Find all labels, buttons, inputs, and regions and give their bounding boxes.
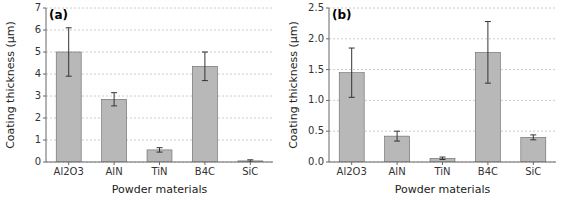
error-bar [349,48,355,97]
y-tick-label: 3 [35,90,41,101]
grid-line [329,38,556,39]
error-bar [530,135,536,140]
panel-label: (b) [332,8,352,22]
y-axis-label: Coating thickness (μm) [4,21,17,149]
panel: 0.0 0.5 1.0 1.5 2.0 2.5 Al2O3 AlN TiN B4C SiC Powde… [283,0,566,198]
x-tick [442,162,443,165]
x-tick-label: Al2O3 [54,166,84,177]
grid-line [46,8,273,9]
panel-label: (a) [49,8,68,22]
bar [102,99,127,162]
x-tick-label: B4C [478,166,498,177]
y-axis-label: Coating thickness (μm) [287,21,300,149]
y-tick-label: 2 [35,112,41,123]
x-axis-label: Powder materials [395,183,491,196]
x-tick [114,162,115,165]
error-bar [157,148,163,152]
x-tick-label: SiC [525,166,541,177]
y-tick-label: 1.0 [308,94,324,105]
error-bar [440,157,446,159]
marks [339,22,546,162]
panel: 0 1 2 3 4 5 6 7 Al2O3 AlN TiN B4C SiC Powder material… [0,0,283,198]
bar [521,137,546,162]
y-tick-label: 0 [35,156,41,167]
y-tick-label: 2.5 [308,2,324,13]
x-tick [397,162,398,165]
error-bar [394,131,400,141]
x-tick-label: SiC [242,166,258,177]
y-axis-line [46,8,47,162]
error-bar [202,52,208,81]
y-tick-label: 1.5 [308,64,324,75]
chart-container: 0 1 2 3 4 5 6 7 Al2O3 AlN TiN B4C SiC Powder material… [0,0,566,198]
x-tick-label: AlN [389,166,406,177]
y-tick-label: 0.0 [308,156,324,167]
y-tick-label: 7 [35,2,41,13]
y-tick-label: 1 [35,134,41,145]
grid-line [329,8,556,9]
x-tick [351,162,352,165]
y-tick-label: 2.0 [308,33,324,44]
x-tick [533,162,534,165]
grid-line [329,69,556,70]
x-tick-label: AlN [106,166,123,177]
error-bar [111,93,117,106]
y-axis-line [329,8,330,162]
x-axis-label: Powder materials [112,183,208,196]
x-tick [487,162,488,165]
marks [56,28,263,162]
error-bar [66,28,72,76]
y-tick-label: 5 [35,46,41,57]
y-tick-label: 0.5 [308,125,324,136]
grid-line [46,30,273,31]
x-tick [250,162,251,165]
x-tick [68,162,69,165]
x-tick [159,162,160,165]
x-tick [204,162,205,165]
x-tick-label: TiN [150,166,167,177]
x-tick-label: B4C [195,166,215,177]
y-tick-label: 4 [35,68,41,79]
error-bar [485,22,491,84]
y-tick-label: 6 [35,24,41,35]
x-tick-label: Al2O3 [337,166,367,177]
x-tick-label: TiN [433,166,450,177]
